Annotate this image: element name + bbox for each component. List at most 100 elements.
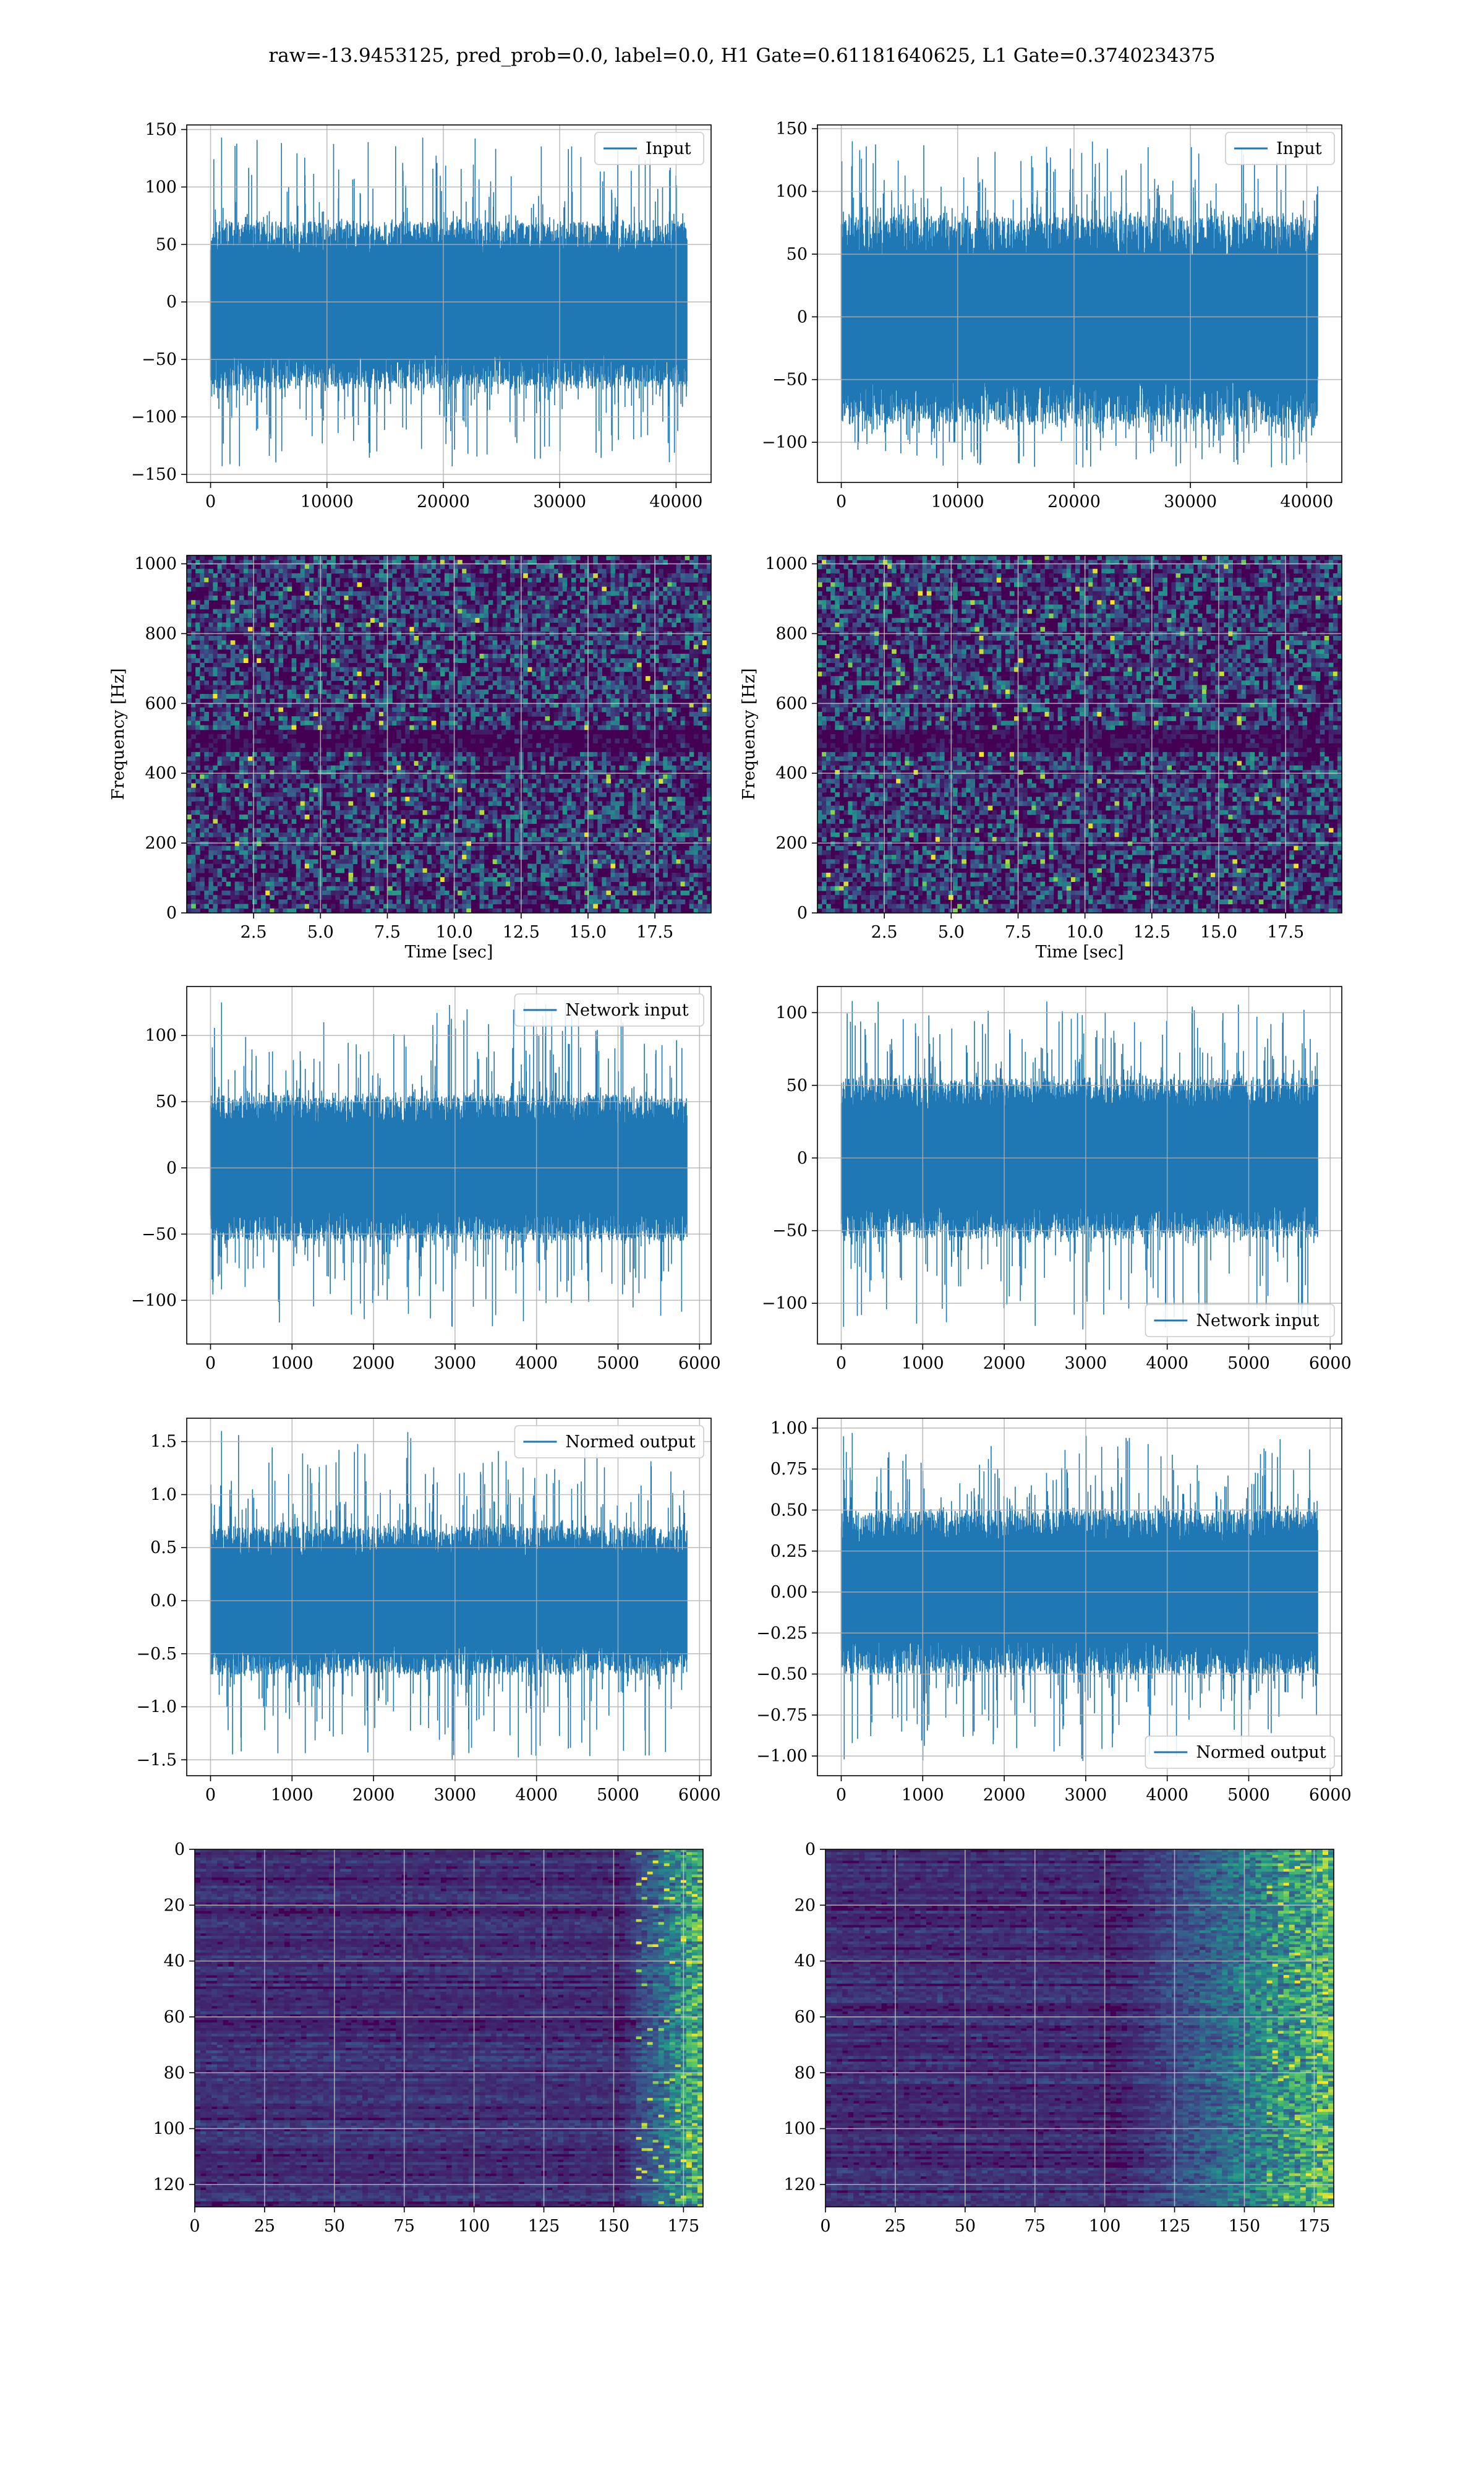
spectrogram-l1-ytick-label: 0 — [797, 904, 808, 923]
normed-output-h1-axes: 0 1000 2000 3000 4000 5000 6000 −1.5 −1.0 −0.5 0.0… — [136, 1418, 721, 1805]
input-l1-xtick-label: 20000 — [1047, 492, 1101, 511]
normed-output-l1-xtick-label: 1000 — [902, 1786, 944, 1805]
input-h1-xtick-label: 30000 — [533, 492, 586, 511]
network-input-h1-xtick-label: 1000 — [271, 1354, 313, 1373]
network-input-h1-legend: Network input — [514, 993, 704, 1027]
normed-output-h1-ytick-label: 0.0 — [150, 1591, 177, 1611]
normed-output-h1-series-line — [210, 1431, 688, 1760]
activation-map-l1-axes: 0 25 50 75 100 125 150 175 0 20 40 60 80 100 120 — [783, 1840, 1334, 2236]
network-input-l1-xtick-label: 6000 — [1309, 1354, 1352, 1373]
spectrogram-l1-ylabel: Frequency [Hz] — [740, 668, 759, 800]
spectrogram-h1-ytick-label: 0 — [166, 904, 177, 923]
spectrogram-h1-xtick-label: 15.0 — [569, 923, 607, 942]
network-input-l1-axes: 0 1000 2000 3000 4000 5000 6000 −100 −50 0 50 100 Ne… — [762, 986, 1352, 1373]
input-l1-xtick-label: 0 — [836, 492, 846, 511]
input-h1-ytick-label: −150 — [131, 465, 177, 484]
normed-output-l1-legend: Normed output — [1145, 1736, 1335, 1769]
spectrogram-l1-ytick-label: 800 — [775, 624, 808, 643]
normed-output-l1-xtick-label: 0 — [836, 1786, 846, 1805]
input-l1-ytick-label: 100 — [775, 182, 808, 201]
input-l1-ytick-label: 0 — [797, 307, 808, 327]
figure-suptitle: raw=-13.9453125, pred_prob=0.0, label=0.… — [268, 45, 1215, 67]
input-h1-ytick-label: 50 — [156, 235, 177, 254]
activation-map-h1-xtick-label: 50 — [324, 2217, 345, 2236]
normed-output-l1-legend-label: Normed output — [1196, 1743, 1326, 1762]
spectrogram-h1-xtick-label: 7.5 — [374, 923, 401, 942]
activation-map-h1-ytick-label: 40 — [164, 1952, 185, 1971]
activation-map-l1-ytick-label: 40 — [795, 1952, 816, 1971]
input-l1-axes: 0 10000 20000 30000 40000 −100 −50 0 50 100 150 Inp… — [762, 119, 1342, 511]
input-l1-frame — [817, 124, 1342, 483]
input-h1-ytick-label: −100 — [131, 408, 177, 427]
normed-output-l1-xtick-label: 3000 — [1065, 1786, 1107, 1805]
network-input-h1-ytick-label: 100 — [145, 1026, 177, 1045]
input-l1-xtick-label: 30000 — [1164, 492, 1217, 511]
activation-map-h1-xtick-label: 25 — [254, 2217, 275, 2236]
normed-output-h1-frame — [186, 1418, 712, 1776]
spectrogram-l1-ytick-label: 200 — [775, 834, 808, 853]
spectrogram-l1-xtick-label: 15.0 — [1200, 923, 1237, 942]
spectrogram-h1-xtick-label: 10.0 — [436, 923, 473, 942]
network-input-l1-ytick-label: −50 — [772, 1222, 808, 1241]
normed-output-h1-legend-box — [514, 1425, 704, 1458]
normed-output-l1-series-line — [840, 1432, 1318, 1761]
spectrogram-l1-ytick-label: 1000 — [765, 555, 808, 574]
network-input-l1-xtick-label: 3000 — [1065, 1354, 1107, 1373]
input-l1-ytick-label: −50 — [772, 370, 808, 390]
network-input-h1-xtick-label: 5000 — [597, 1354, 639, 1373]
activation-map-l1-ytick-label: 0 — [805, 1840, 816, 1859]
spectrogram-l1-axes: 2.5 5.0 7.5 10.0 12.5 15.0 17.5 0 200 400 600 800 10… — [740, 555, 1342, 962]
network-input-h1-frame — [186, 986, 712, 1345]
network-input-l1-series-line — [840, 1001, 1318, 1330]
activation-map-l1-ytick-label: 20 — [795, 1896, 816, 1915]
input-h1-ytick-label: 150 — [145, 120, 177, 139]
network-input-h1-xtick-label: 6000 — [678, 1354, 721, 1373]
normed-output-l1-ytick-label: −1.00 — [756, 1747, 808, 1766]
spectrogram-h1-axes: 2.5 5.0 7.5 10.0 12.5 15.0 17.5 0 200 400 600 800 10… — [109, 555, 712, 962]
network-input-l1-xtick-label: 2000 — [983, 1354, 1026, 1373]
activation-map-h1-ytick-label: 20 — [164, 1896, 185, 1915]
normed-output-l1-ytick-label: 0.00 — [770, 1583, 808, 1602]
normed-output-l1-xtick-label: 4000 — [1146, 1786, 1188, 1805]
activation-map-h1-axes: 0 25 50 75 100 125 150 175 0 20 40 60 80 100 120 — [153, 1840, 704, 2236]
input-l1-legend-label: Input — [1276, 139, 1322, 158]
spectrogram-h1-xtick-label: 2.5 — [241, 923, 267, 942]
normed-output-l1-ytick-label: −0.75 — [756, 1706, 808, 1725]
spectrogram-l1-xlabel: Time [sec] — [1036, 943, 1124, 962]
spectrogram-h1-xlabel: Time [sec] — [405, 943, 493, 962]
normed-output-h1-ytick-label: −0.5 — [136, 1645, 177, 1664]
activation-map-h1-xtick-label: 150 — [598, 2217, 630, 2236]
network-input-h1-xtick-label: 3000 — [434, 1354, 477, 1373]
normed-output-h1-ytick-label: −1.0 — [136, 1698, 177, 1717]
input-h1-xtick-label: 0 — [205, 492, 216, 511]
activation-map-h1-ytick-label: 60 — [164, 2008, 185, 2027]
activation-map-h1-ytick-label: 100 — [153, 2120, 185, 2139]
network-input-h1-ytick-label: −100 — [131, 1291, 177, 1310]
network-input-h1-ytick-label: 50 — [156, 1092, 177, 1111]
spectrogram-l1-xtick-label: 5.0 — [938, 923, 965, 942]
spectrogram-l1-ytick-label: 600 — [775, 694, 808, 713]
activation-map-l1-xtick-label: 50 — [955, 2217, 976, 2236]
activation-map-l1-xtick-label: 25 — [885, 2217, 906, 2236]
normed-output-h1-legend: Normed output — [514, 1425, 704, 1458]
normed-output-h1-legend-label: Normed output — [565, 1432, 695, 1452]
spectrogram-l1-ytick-label: 400 — [775, 764, 808, 783]
normed-output-l1-xtick-label: 2000 — [983, 1786, 1026, 1805]
spectrogram-l1-frame — [817, 555, 1342, 914]
activation-map-h1-ytick-label: 120 — [153, 2175, 185, 2194]
activation-map-h1-xtick-label: 175 — [668, 2217, 700, 2236]
normed-output-h1-ytick-label: −1.5 — [136, 1750, 177, 1770]
network-input-l1-xtick-label: 4000 — [1146, 1354, 1188, 1373]
network-input-h1-xtick-label: 2000 — [352, 1354, 395, 1373]
activation-map-l1-xtick-label: 100 — [1089, 2217, 1121, 2236]
spectrogram-h1-ytick-label: 400 — [145, 764, 177, 783]
normed-output-h1-xtick-label: 6000 — [678, 1786, 721, 1805]
input-h1-ytick-label: 0 — [166, 293, 177, 312]
activation-map-h1-frame — [194, 1849, 704, 2207]
spectrogram-h1-frame — [186, 555, 712, 914]
spectrogram-h1-ytick-label: 200 — [145, 834, 177, 853]
input-l1-xtick-label: 40000 — [1280, 492, 1333, 511]
activation-map-h1-xtick-label: 75 — [394, 2217, 415, 2236]
network-input-h1-xtick-label: 4000 — [515, 1354, 558, 1373]
spectrogram-l1-xtick-label: 17.5 — [1267, 923, 1304, 942]
